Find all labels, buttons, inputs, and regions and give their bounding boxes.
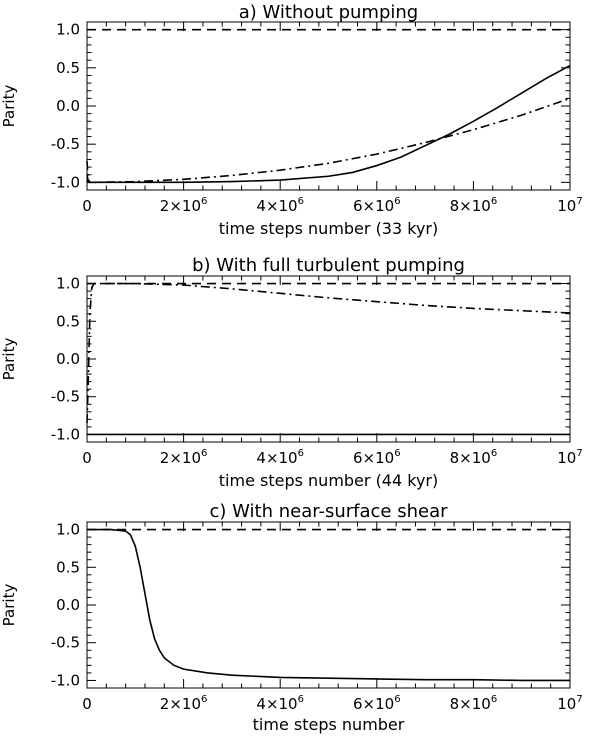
y-tick-label: 0.0 — [56, 97, 80, 115]
x-tick-exponent: 6 — [298, 448, 304, 459]
x-tick-base: 10 — [557, 695, 576, 713]
y-tick-label: 1.0 — [56, 521, 80, 539]
x-tick-exponent: 6 — [298, 694, 304, 705]
x-tick-exponent: 6 — [201, 448, 207, 459]
y-tick-label: -1.0 — [51, 425, 80, 443]
x-tick-label: 4×106 — [256, 694, 304, 713]
x-tick-label: 2×106 — [160, 694, 208, 713]
y-axis-label: Parity — [0, 85, 18, 128]
x-tick-label: 4×106 — [256, 448, 304, 467]
x-tick-base: 0 — [82, 449, 92, 467]
chart-title: b) With full turbulent pumping — [192, 255, 465, 276]
x-tick-exponent: 7 — [576, 196, 582, 207]
x-tick-exponent: 6 — [394, 448, 400, 459]
y-tick-label: 0.5 — [56, 59, 80, 77]
y-tick-label: 1.0 — [56, 21, 80, 39]
x-tick-base: 0 — [82, 197, 92, 215]
x-tick-exponent: 7 — [576, 694, 582, 705]
x-tick-base: 8×10 — [450, 197, 491, 215]
x-tick-label: 8×106 — [450, 196, 498, 215]
x-tick-base: 8×10 — [450, 449, 491, 467]
x-tick-label: 107 — [557, 448, 582, 467]
y-tick-label: -0.5 — [51, 388, 80, 406]
y-tick-label: 0.5 — [56, 312, 80, 330]
x-axis-label: time steps number — [253, 715, 405, 734]
x-tick-base: 4×10 — [256, 695, 297, 713]
x-tick-base: 4×10 — [256, 197, 297, 215]
x-axis-label: time steps number (33 kyr) — [219, 219, 438, 238]
x-tick-base: 2×10 — [160, 449, 201, 467]
y-tick-label: -0.5 — [51, 135, 80, 153]
x-tick-label: 8×106 — [450, 694, 498, 713]
x-tick-base: 6×10 — [353, 449, 394, 467]
x-tick-base: 2×10 — [160, 197, 201, 215]
y-axis-label: Parity — [0, 338, 18, 381]
x-tick-base: 6×10 — [353, 197, 394, 215]
x-tick-base: 8×10 — [450, 695, 491, 713]
y-tick-label: -1.0 — [51, 173, 80, 191]
x-tick-label: 0 — [82, 197, 92, 215]
x-tick-exponent: 6 — [491, 694, 497, 705]
y-tick-label: 0.0 — [56, 350, 80, 368]
x-tick-base: 10 — [557, 197, 576, 215]
plot-frame — [86, 275, 571, 443]
x-tick-exponent: 6 — [491, 196, 497, 207]
x-tick-exponent: 6 — [491, 448, 497, 459]
x-tick-label: 0 — [82, 449, 92, 467]
x-tick-label: 8×106 — [450, 448, 498, 467]
chart-title: c) With near-surface shear — [209, 501, 448, 522]
x-tick-exponent: 6 — [201, 196, 207, 207]
x-tick-label: 6×106 — [353, 448, 401, 467]
series-line-dashdot — [86, 97, 571, 184]
x-tick-base: 10 — [557, 449, 576, 467]
x-tick-base: 2×10 — [160, 695, 201, 713]
y-tick-label: -0.5 — [51, 634, 80, 652]
x-tick-base: 6×10 — [353, 695, 394, 713]
x-tick-exponent: 7 — [576, 448, 582, 459]
x-tick-base: 0 — [82, 695, 92, 713]
x-tick-label: 2×106 — [160, 448, 208, 467]
x-tick-label: 4×106 — [256, 196, 304, 215]
x-tick-exponent: 6 — [394, 196, 400, 207]
y-tick-label: 0.0 — [56, 596, 80, 614]
series-line-solid — [87, 528, 570, 682]
y-axis-label: Parity — [0, 584, 18, 627]
x-tick-label: 2×106 — [160, 196, 208, 215]
series-line-dashdot — [86, 282, 571, 424]
series-line-solid — [86, 64, 571, 184]
x-tick-exponent: 6 — [394, 694, 400, 705]
x-tick-label: 0 — [82, 695, 92, 713]
x-tick-label: 6×106 — [353, 694, 401, 713]
plot-frame — [86, 521, 571, 689]
y-tick-label: 0.5 — [56, 558, 80, 576]
y-tick-label: 1.0 — [56, 275, 80, 293]
chart-title: a) Without pumping — [239, 2, 418, 23]
x-tick-label: 107 — [557, 694, 582, 713]
plot-frame — [86, 21, 571, 191]
x-tick-label: 6×106 — [353, 196, 401, 215]
x-tick-label: 107 — [557, 196, 582, 215]
y-tick-label: -1.0 — [51, 671, 80, 689]
x-tick-exponent: 6 — [298, 196, 304, 207]
x-axis-label: time steps number (44 kyr) — [219, 471, 438, 490]
x-tick-base: 4×10 — [256, 449, 297, 467]
x-tick-exponent: 6 — [201, 694, 207, 705]
